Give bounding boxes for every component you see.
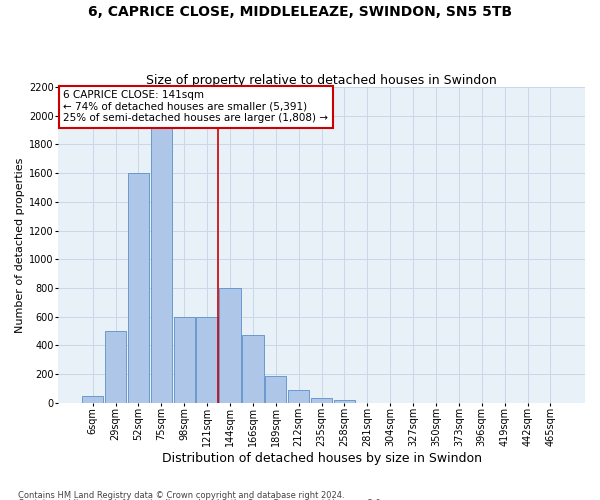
Bar: [173, 316, 195, 403]
Bar: [151, 123, 172, 403]
Bar: [220, 288, 241, 403]
Bar: [128, 173, 149, 403]
Text: Contains HM Land Registry data © Crown copyright and database right 2024.: Contains HM Land Registry data © Crown c…: [18, 490, 344, 500]
X-axis label: Distribution of detached houses by size in Swindon: Distribution of detached houses by size …: [161, 452, 482, 465]
Title: Size of property relative to detached houses in Swindon: Size of property relative to detached ho…: [146, 74, 497, 87]
Bar: [334, 400, 355, 403]
Text: 6, CAPRICE CLOSE, MIDDLELEAZE, SWINDON, SN5 5TB: 6, CAPRICE CLOSE, MIDDLELEAZE, SWINDON, …: [88, 5, 512, 19]
Y-axis label: Number of detached properties: Number of detached properties: [15, 158, 25, 332]
Text: 6 CAPRICE CLOSE: 141sqm
← 74% of detached houses are smaller (5,391)
25% of semi: 6 CAPRICE CLOSE: 141sqm ← 74% of detache…: [64, 90, 328, 124]
Bar: [105, 331, 126, 403]
Bar: [242, 336, 263, 403]
Bar: [196, 316, 218, 403]
Text: Contains public sector information licensed under the Open Government Licence v3: Contains public sector information licen…: [18, 499, 383, 500]
Bar: [311, 398, 332, 403]
Bar: [265, 376, 286, 403]
Bar: [288, 390, 309, 403]
Bar: [82, 396, 103, 403]
